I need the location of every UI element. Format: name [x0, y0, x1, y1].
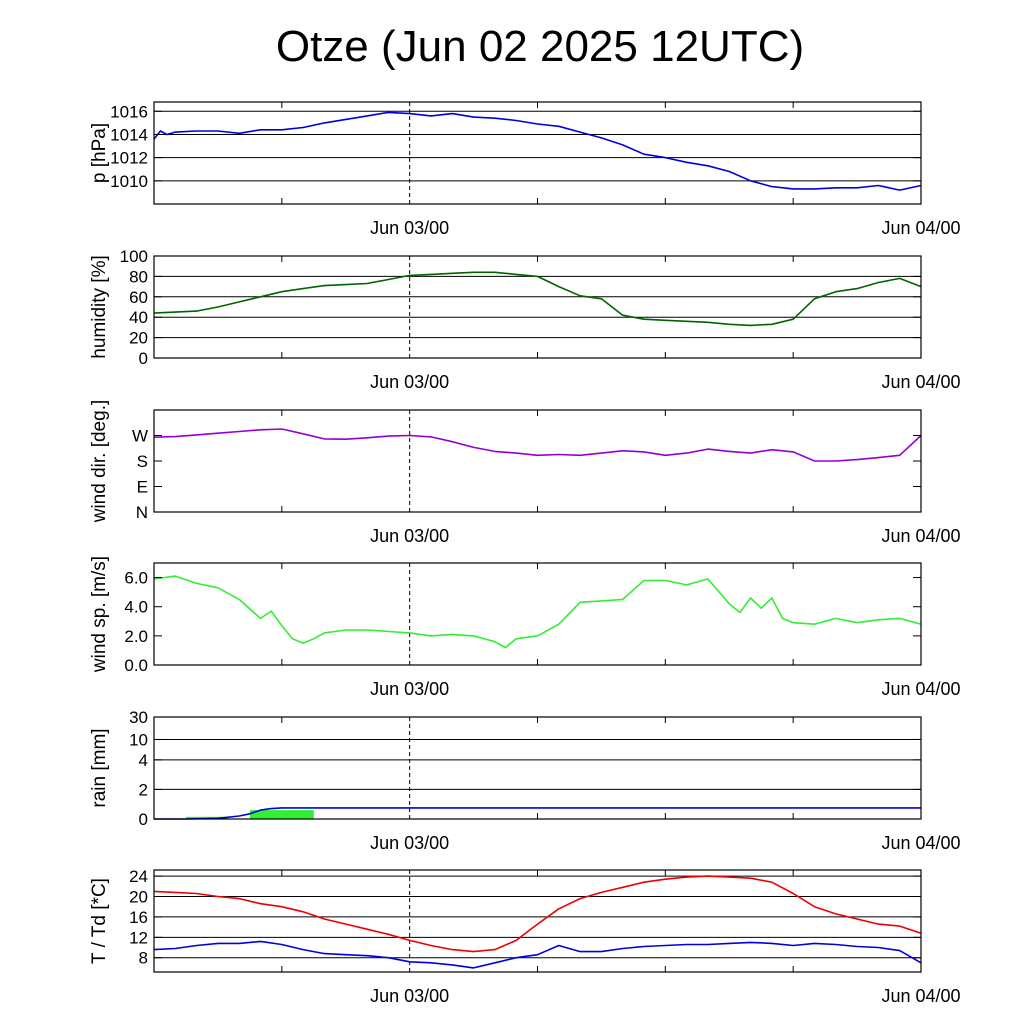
x-tick-label: Jun 03/00: [370, 986, 449, 1006]
y-tick-label: 1014: [110, 125, 148, 144]
series-line: [154, 807, 921, 820]
y-tick-label: 20: [129, 888, 148, 907]
y-axis-label: wind dir. [deg.]: [89, 400, 110, 524]
y-tick-label: 60: [129, 288, 148, 307]
rain-bar: [249, 810, 314, 819]
x-tick-label: Jun 03/00: [370, 833, 449, 853]
y-tick-label: 4: [139, 751, 148, 770]
panel-frame: [153, 562, 922, 666]
x-tick-label: Jun 04/00: [881, 833, 960, 853]
y-tick-label: 40: [129, 308, 148, 327]
x-tick-label: Jun 04/00: [881, 526, 960, 546]
y-axis-label: p [hPa]: [89, 123, 110, 183]
y-tick-label: N: [136, 503, 148, 522]
y-tick-label: 30: [129, 708, 148, 727]
panel-frame: [153, 101, 922, 205]
series-line: [153, 875, 922, 953]
panel-frame: [153, 716, 922, 820]
y-tick-label: 0.0: [124, 656, 148, 675]
y-tick-label: 8: [139, 949, 148, 968]
y-tick-label: 1010: [110, 172, 148, 191]
y-tick-label: 1012: [110, 149, 148, 168]
y-tick-label: 80: [129, 267, 148, 286]
panel-frame: [153, 255, 922, 359]
series-line: [153, 940, 922, 969]
y-tick-label: 2: [139, 780, 148, 799]
y-tick-label: S: [137, 452, 148, 471]
x-tick-label: Jun 04/00: [881, 986, 960, 1006]
y-tick-label: 16: [129, 908, 148, 927]
x-tick-label: Jun 03/00: [370, 218, 449, 238]
y-axis-label: wind sp. [m/s]: [89, 556, 110, 673]
y-tick-label: E: [137, 478, 148, 497]
y-axis-label: rain [mm]: [89, 728, 110, 807]
x-tick-label: Jun 03/00: [370, 526, 449, 546]
y-tick-label: 6.0: [124, 569, 148, 588]
y-axis-label: T / Td [*C]: [89, 878, 110, 964]
x-tick-label: Jun 03/00: [370, 679, 449, 699]
y-axis-label: humidity [%]: [89, 255, 110, 358]
y-tick-label: 0: [139, 349, 148, 368]
y-tick-label: 10: [129, 730, 148, 749]
y-tick-label: 0: [139, 810, 148, 829]
y-tick-label: W: [132, 427, 148, 446]
y-tick-label: 20: [129, 329, 148, 348]
chart-title: Otze (Jun 02 2025 12UTC): [275, 22, 805, 71]
x-tick-label: Jun 04/00: [881, 218, 960, 238]
panel-frame: [153, 409, 922, 513]
x-tick-label: Jun 04/00: [881, 679, 960, 699]
y-tick-label: 2.0: [124, 627, 148, 646]
series-line: [153, 575, 922, 649]
series-line: [153, 271, 922, 327]
y-tick-label: 12: [129, 928, 148, 947]
series-line: [153, 111, 922, 191]
y-tick-label: 4.0: [124, 598, 148, 617]
y-tick-label: 24: [129, 867, 148, 886]
y-tick-label: 100: [120, 247, 148, 266]
panel-frame: [153, 869, 922, 973]
x-tick-label: Jun 04/00: [881, 372, 960, 392]
x-tick-label: Jun 03/00: [370, 372, 449, 392]
series-line: [153, 428, 922, 462]
y-tick-label: 1016: [110, 102, 148, 121]
